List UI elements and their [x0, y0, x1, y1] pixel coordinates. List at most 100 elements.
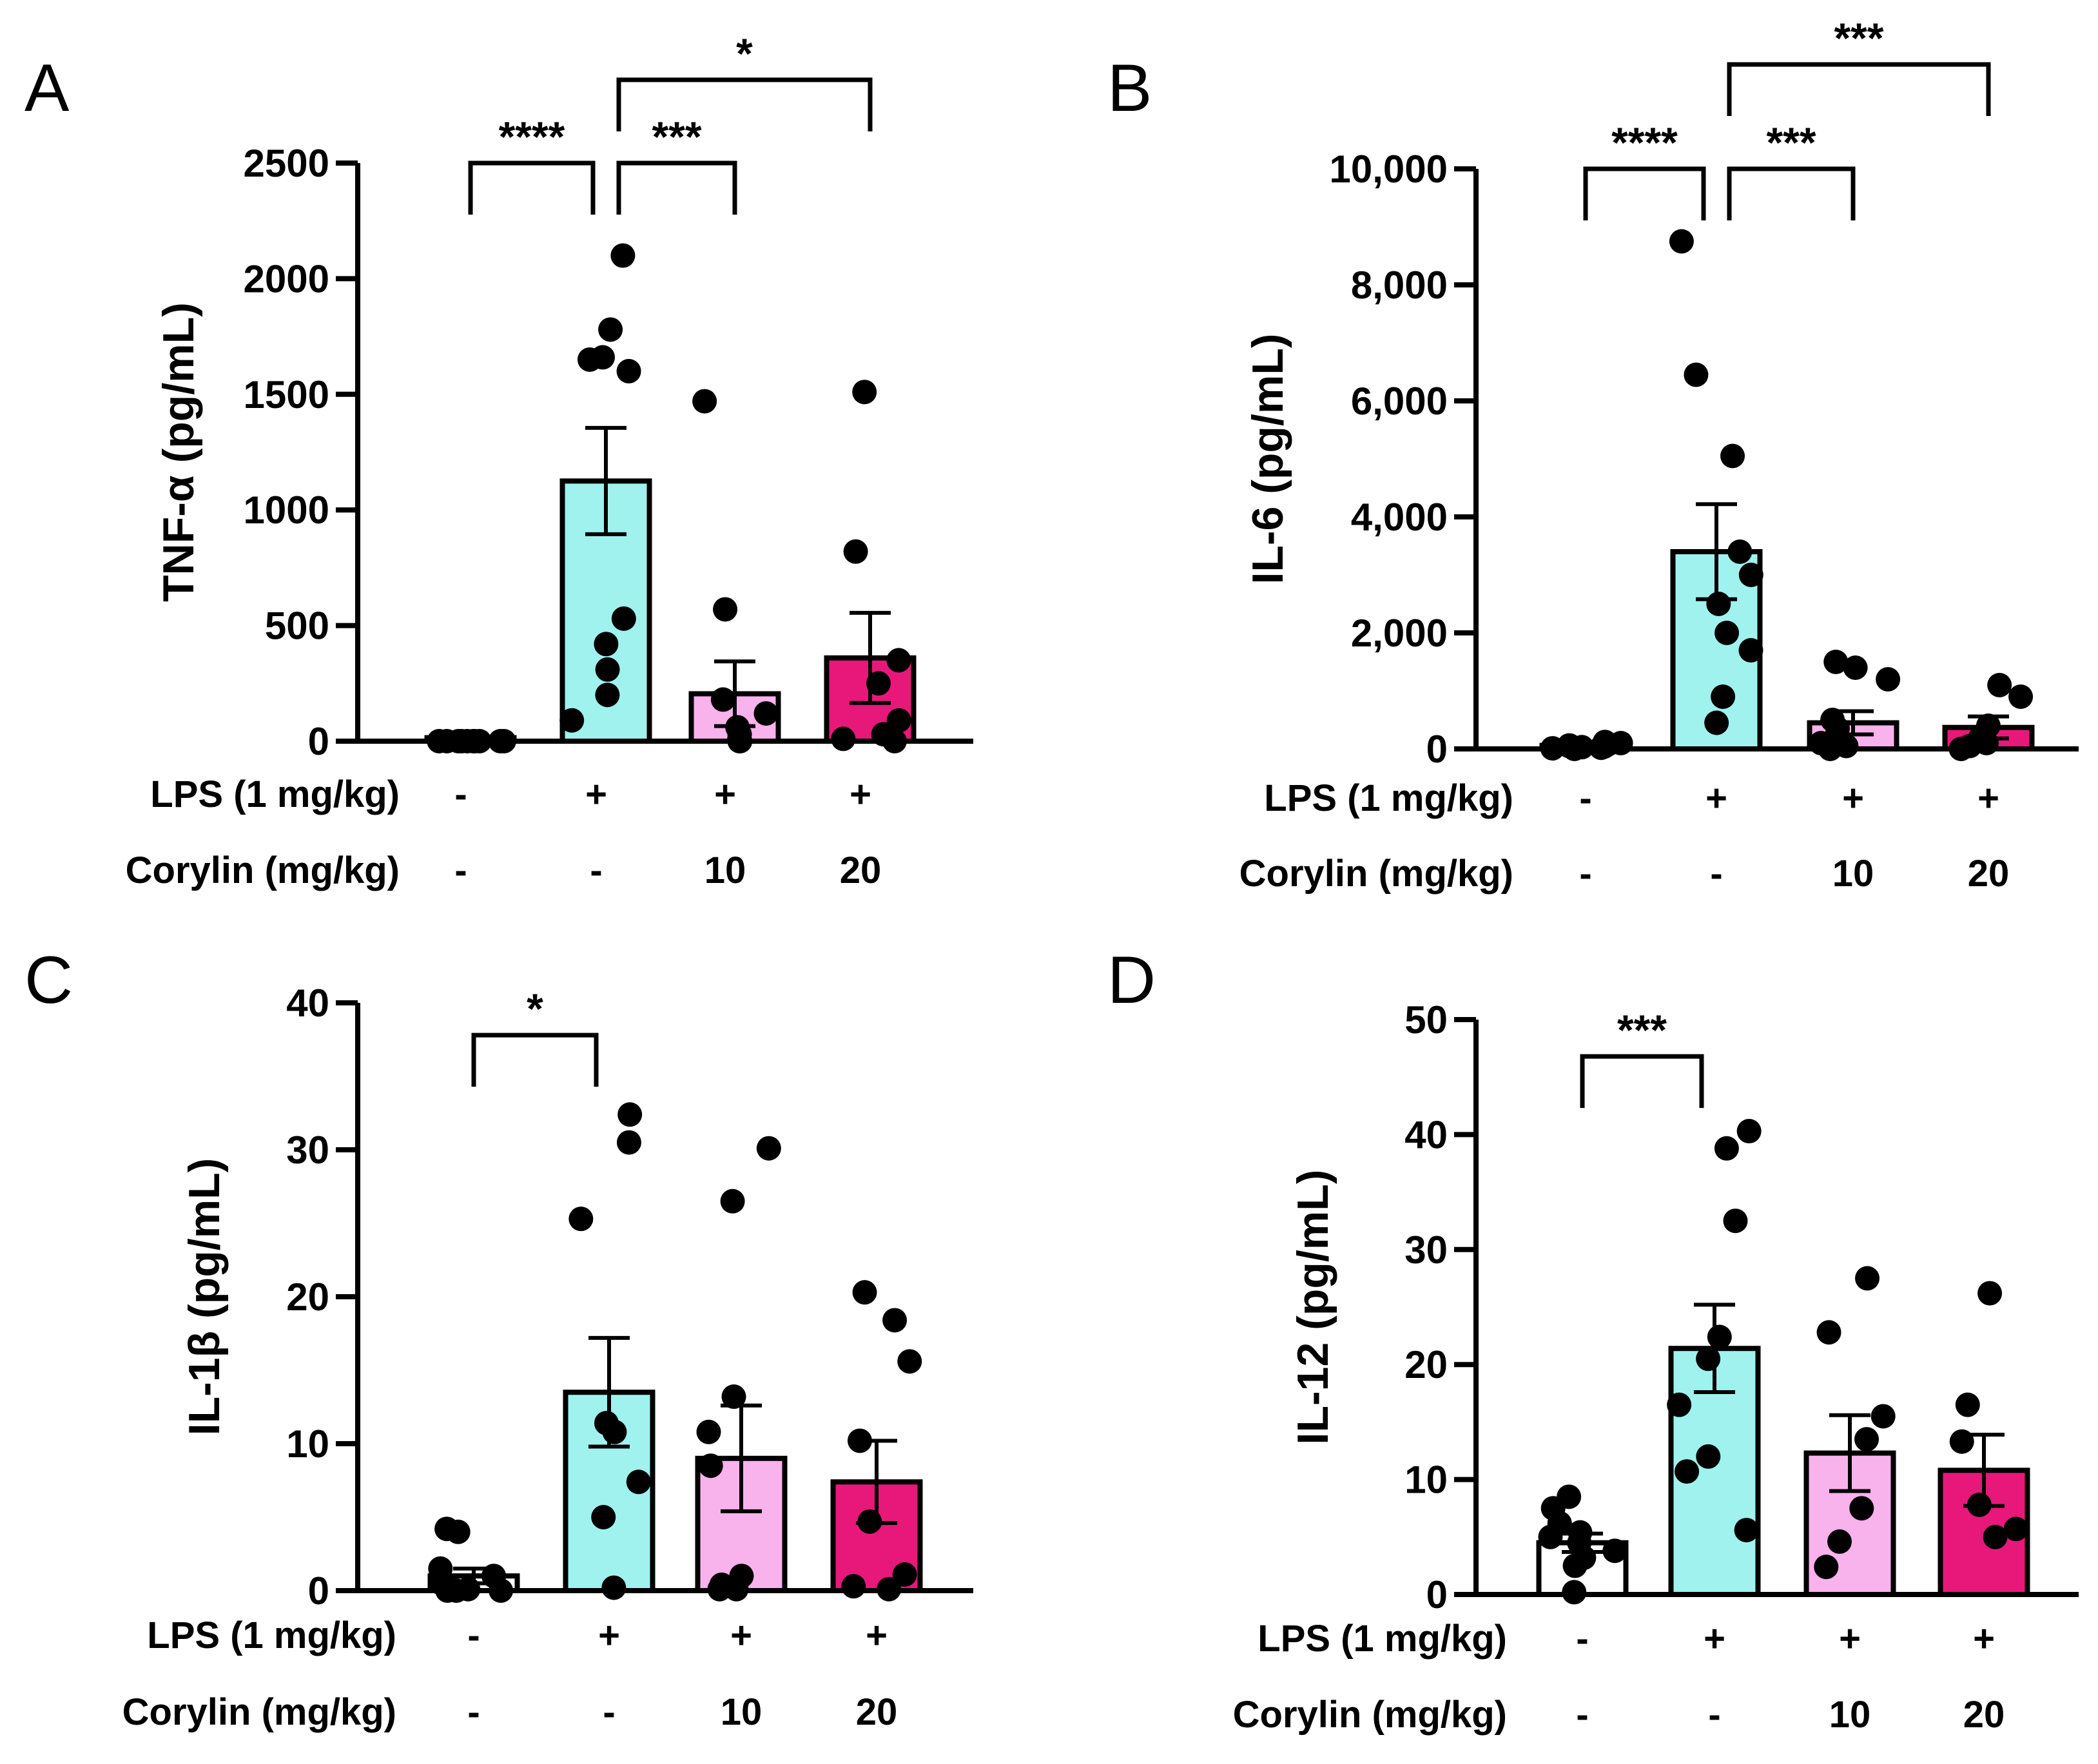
- y-tick-label: 2,000: [1351, 612, 1448, 655]
- data-point: [1987, 673, 2012, 697]
- y-tick-label: 10,000: [1329, 148, 1448, 191]
- data-point: [1562, 1553, 1588, 1578]
- data-point: [1823, 650, 1849, 674]
- treatment-row-label: Corylin (mg/kg): [126, 849, 400, 891]
- panel-letter: C: [24, 943, 73, 1018]
- data-point: [1714, 1136, 1739, 1161]
- treatment-value: +: [585, 773, 607, 815]
- treatment-row-label: LPS (1 mg/kg): [147, 1614, 396, 1656]
- significance-label: ****: [1611, 119, 1678, 166]
- panel-c: C IL-1β (pg/mL) 0 10 20 30 40 * LPS (1 mg/kg) - + +…: [24, 943, 973, 1733]
- treatment-value: 10: [721, 1691, 762, 1733]
- data-point: [611, 606, 636, 631]
- data-point: [1818, 737, 1843, 761]
- treatment-value: -: [1579, 853, 1591, 895]
- y-tick-label: 40: [1404, 1113, 1448, 1156]
- data-point: [897, 1349, 922, 1374]
- treatment-value: 20: [856, 1691, 898, 1733]
- y-tick-label: 30: [1404, 1228, 1448, 1272]
- significance-bracket: [1727, 62, 1991, 116]
- y-axis-label: IL-1β (pg/mL): [180, 1158, 229, 1436]
- significance-label: ***: [652, 113, 701, 160]
- data-point: [753, 701, 779, 726]
- panel-b: B IL-6 (pg/mL) 0 2,000 4,000 6,000 8,000 10,000…: [1107, 14, 2079, 895]
- data-point: [1684, 362, 1709, 387]
- y-tick-label: 2500: [244, 142, 329, 185]
- data-point: [1704, 710, 1729, 735]
- data-point: [2003, 1517, 2028, 1542]
- data-point: [886, 648, 911, 673]
- treatment-row-label: Corylin (mg/kg): [1233, 1694, 1507, 1736]
- treatment-row-label: LPS (1 mg/kg): [1258, 1618, 1507, 1660]
- significance-bracket: [468, 160, 596, 215]
- data-point: [882, 729, 907, 753]
- data-point: [696, 1419, 721, 1444]
- data-point: [1876, 667, 1901, 692]
- treatment-value: +: [1704, 1618, 1725, 1660]
- panel-letter: A: [24, 51, 70, 126]
- y-tick-label: 0: [1426, 1573, 1448, 1616]
- data-point: [724, 1576, 749, 1602]
- data-point: [445, 1519, 471, 1544]
- treatment-value: +: [730, 1614, 752, 1656]
- data-point: [1977, 1281, 2003, 1306]
- y-tick-label: 10: [1404, 1459, 1448, 1502]
- data-point: [866, 671, 891, 696]
- treatment-value: +: [714, 773, 736, 815]
- data-point: [1562, 1580, 1587, 1605]
- data-point: [1723, 1208, 1748, 1234]
- y-tick-label: 0: [308, 1569, 329, 1613]
- significance-bracket: [616, 77, 873, 131]
- data-point: [877, 1576, 902, 1602]
- data-point: [1948, 737, 1974, 761]
- panel-letter: B: [1107, 51, 1152, 126]
- y-axis-label: TNF-α (pg/mL): [154, 302, 203, 602]
- data-point: [577, 347, 602, 372]
- data-point: [1814, 1555, 1839, 1580]
- y-tick-label: 4,000: [1351, 496, 1448, 539]
- data-point: [1667, 1392, 1692, 1417]
- data-point: [1738, 638, 1763, 663]
- y-axis-label: IL-12 (pg/mL): [1288, 1170, 1337, 1445]
- data-point: [610, 243, 636, 268]
- treatment-value: +: [1705, 777, 1727, 819]
- treatment-value: +: [1977, 777, 1999, 819]
- data-point: [1827, 1529, 1852, 1554]
- data-point: [1870, 1404, 1896, 1429]
- data-point: [568, 1207, 594, 1232]
- data-point: [1855, 1266, 1880, 1291]
- y-tick-label: 500: [265, 605, 329, 648]
- treatment-value: -: [454, 773, 467, 815]
- data-point: [626, 1469, 651, 1495]
- treatment-value: +: [1839, 1618, 1861, 1660]
- data-point: [698, 1453, 723, 1478]
- significance-label: *: [527, 985, 543, 1032]
- data-point: [1675, 1459, 1700, 1484]
- data-point: [692, 389, 717, 414]
- treatment-value: -: [454, 849, 467, 891]
- significance-bracket: [1583, 166, 1706, 220]
- significance-bracket: [1580, 1054, 1704, 1109]
- panel-letter: D: [1107, 943, 1156, 1018]
- data-point: [720, 1188, 745, 1214]
- treatment-value: +: [1842, 777, 1864, 819]
- y-tick-label: 6,000: [1351, 380, 1448, 423]
- data-point: [843, 539, 868, 564]
- data-point: [841, 1574, 866, 1599]
- treatment-value: 20: [1968, 853, 2010, 895]
- treatment-value: -: [467, 1614, 480, 1656]
- treatment-value: -: [1576, 1618, 1588, 1660]
- data-point: [616, 358, 641, 383]
- treatment-value: -: [1708, 1694, 1720, 1736]
- data-point: [1843, 655, 1868, 680]
- data-point: [491, 729, 516, 753]
- data-point: [1734, 1518, 1759, 1543]
- treatment-value: +: [850, 773, 871, 815]
- y-tick-label: 10: [286, 1422, 329, 1466]
- treatment-value: +: [1973, 1618, 1995, 1660]
- data-point: [602, 1419, 627, 1444]
- treatment-value: -: [1576, 1694, 1588, 1736]
- significance-bracket: [1727, 166, 1856, 220]
- data-point: [1854, 1427, 1879, 1452]
